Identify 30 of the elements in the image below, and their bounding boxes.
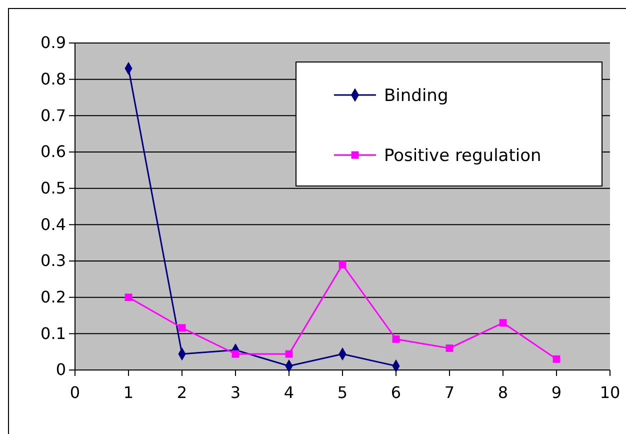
x-tick-label: 9 [551, 383, 562, 402]
y-tick-label: 0.8 [40, 69, 66, 88]
point [338, 260, 346, 268]
x-tick-label: 10 [600, 383, 620, 402]
point [178, 324, 186, 332]
x-tick-label: 1 [123, 383, 134, 402]
y-tick-label: 0.7 [40, 106, 66, 125]
y-tick-label: 0.5 [40, 178, 66, 198]
y-tick-label: 0.4 [40, 214, 66, 234]
legend-label: Binding [384, 86, 448, 106]
legend-label: Positive regulation [384, 146, 542, 166]
x-tick-label: 3 [230, 383, 241, 402]
y-tick-label: 0 [56, 360, 66, 380]
x-tick-label: 6 [390, 383, 402, 402]
x-tick-label: 5 [337, 383, 348, 402]
x-tick-label: 0 [70, 383, 80, 402]
point [392, 335, 400, 343]
point [499, 319, 507, 326]
y-tick-label: 0.1 [40, 324, 66, 343]
y-tick-label: 0.9 [40, 33, 66, 52]
x-tick-label: 4 [284, 383, 294, 402]
point [552, 355, 560, 363]
y-tick-label: 0.6 [40, 142, 66, 162]
y-tick-label: 0.2 [40, 287, 66, 306]
x-tick-label: 7 [444, 383, 455, 402]
point [124, 294, 132, 302]
x-tick-label: 8 [498, 383, 508, 402]
x-tick-label: 2 [176, 383, 188, 402]
point [446, 344, 454, 352]
y-tick-label: 0.3 [40, 251, 66, 270]
